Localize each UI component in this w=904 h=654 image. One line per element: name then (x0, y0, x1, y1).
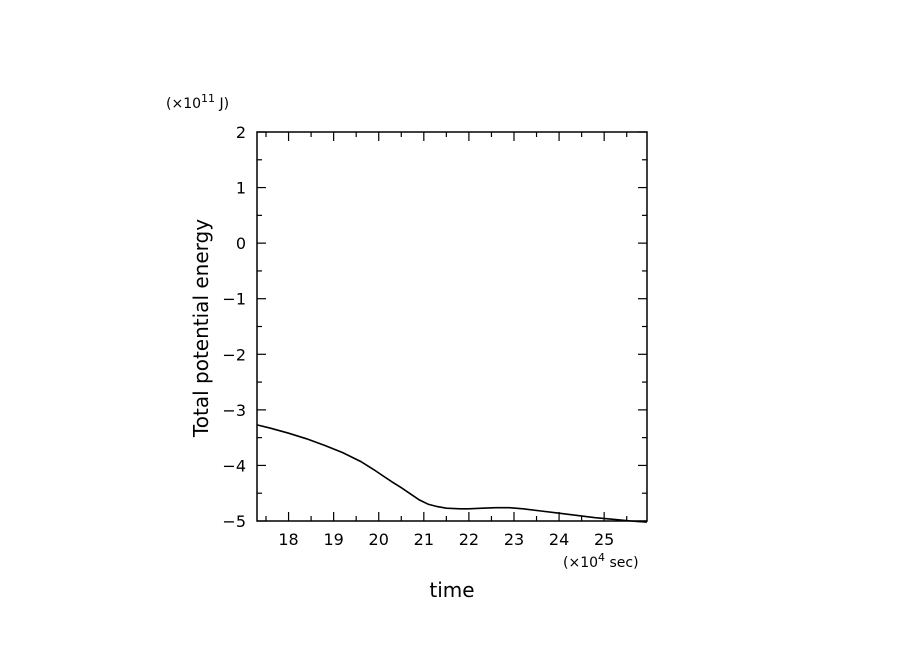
y-tick-label: −3 (222, 401, 246, 420)
x-tick-label: 20 (369, 530, 389, 549)
y-tick-label: 1 (236, 179, 246, 198)
y-unit-suffix: J) (215, 96, 229, 112)
y-tick-label: −5 (222, 512, 246, 531)
x-unit-suffix: sec) (605, 555, 639, 571)
y-tick-label: −2 (222, 345, 246, 364)
x-tick-label: 24 (549, 530, 569, 549)
ticks (257, 131, 647, 522)
y-tick-label: −4 (222, 456, 246, 475)
x-tick-label: 23 (504, 530, 524, 549)
x-tick-label: 18 (278, 530, 298, 549)
y-axis-title: Total potential energy (189, 219, 213, 438)
x-axis-title: time (429, 578, 474, 602)
x-unit-exponent: 4 (598, 551, 605, 564)
tick-labels: 210−1−2−3−4−518 19 20 21 22 23 24 25 (222, 123, 614, 549)
x-tick-label: 22 (459, 530, 479, 549)
y-tick-label: −1 (222, 290, 246, 309)
y-unit-prefix: (×10 (166, 96, 201, 112)
x-tick-label: 25 (594, 530, 614, 549)
plot-frame (256, 131, 648, 522)
y-unit-exponent: 11 (201, 92, 215, 105)
x-unit-label: (×104 sec) (563, 551, 639, 571)
x-unit-prefix: (×10 (563, 555, 598, 571)
x-tick-label: 21 (414, 530, 434, 549)
y-unit-label: (×1011 J) (166, 92, 229, 112)
y-tick-label: 0 (236, 234, 246, 253)
x-tick-label: 19 (323, 530, 343, 549)
series-line (256, 424, 648, 523)
y-tick-label: 2 (236, 123, 246, 142)
